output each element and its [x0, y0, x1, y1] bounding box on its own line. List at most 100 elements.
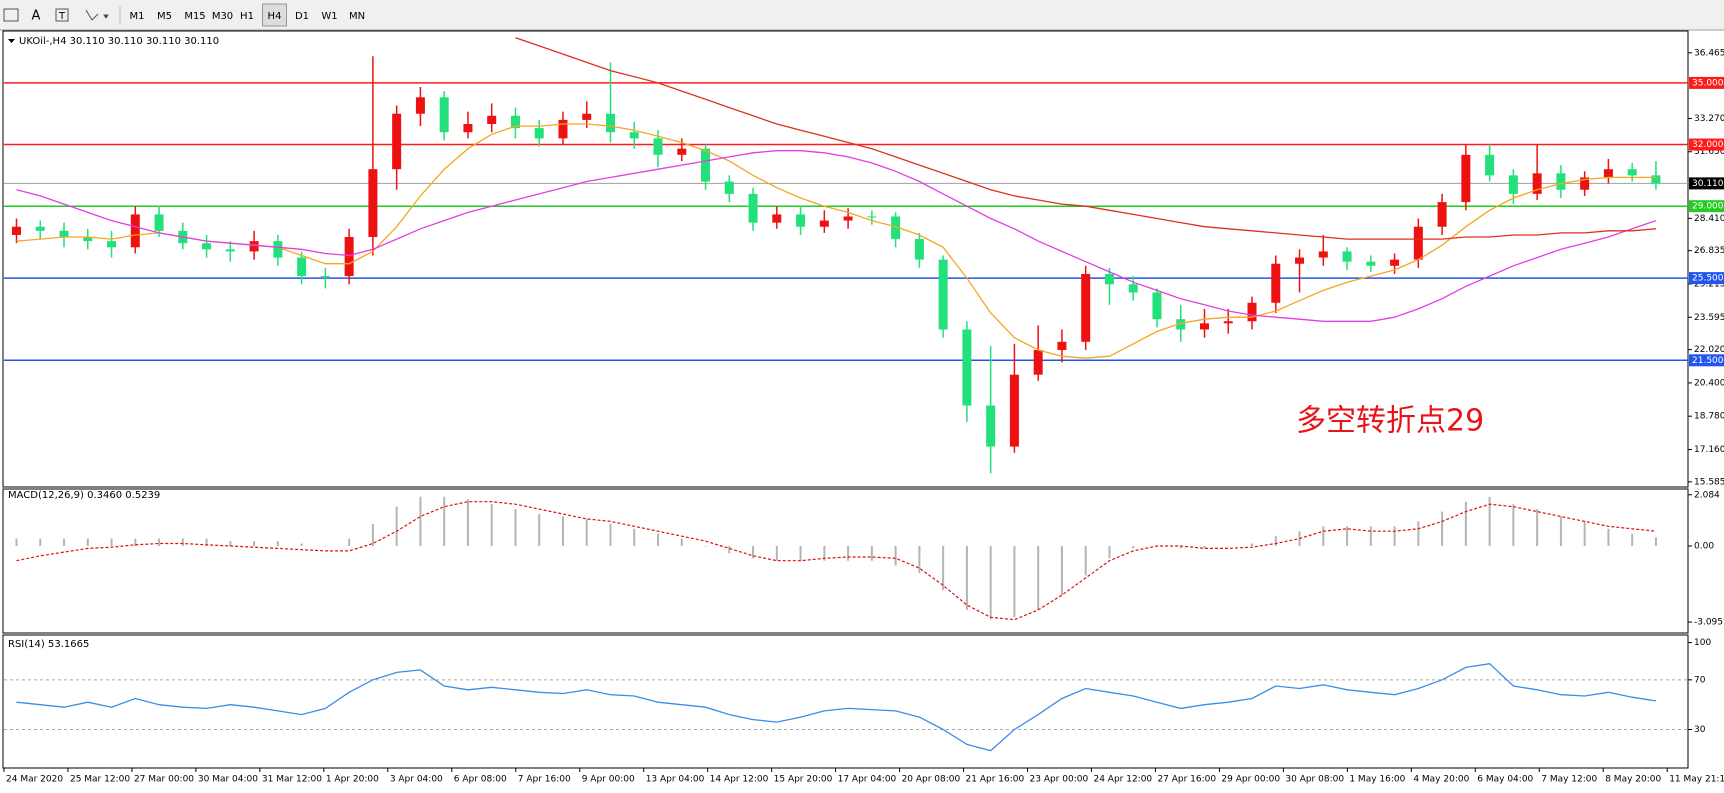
time-label: 25 Mar 12:00	[70, 775, 130, 785]
timeframe-button[interactable]: D1	[295, 11, 309, 22]
candle-body	[819, 220, 829, 227]
macd-bar	[942, 545, 945, 591]
candle-body	[1152, 292, 1162, 320]
macd-bar	[466, 499, 469, 546]
macd-bar	[158, 538, 161, 546]
macd-bar	[205, 538, 208, 546]
time-label: 8 May 20:00	[1605, 775, 1661, 785]
candle-body	[1556, 173, 1566, 190]
timeframe-label: MN	[349, 11, 365, 22]
macd-bar	[86, 538, 89, 546]
timeframe-button[interactable]: W1	[321, 11, 337, 22]
time-label: 9 Apr 00:00	[582, 775, 635, 785]
candle-body	[1295, 257, 1305, 264]
candle-body	[1627, 169, 1637, 176]
timeframe-button[interactable]: M1	[130, 11, 145, 22]
rsi-line	[16, 663, 1657, 752]
svg-text:A: A	[32, 9, 41, 24]
time-label: 15 Apr 20:00	[774, 775, 833, 785]
candle-body	[154, 214, 164, 231]
macd-bar	[395, 506, 398, 546]
candle-body	[249, 241, 259, 252]
candle-body	[439, 97, 449, 133]
candle-body	[938, 259, 948, 330]
time-label: 27 Apr 16:00	[1157, 775, 1216, 785]
indicator-title: MACD(12,26,9) 0.3460 0.5239	[8, 490, 160, 501]
time-label: 4 May 20:00	[1413, 775, 1469, 785]
candle-body	[1580, 177, 1590, 190]
macd-bar	[324, 545, 327, 547]
time-label: 21 Apr 16:00	[966, 775, 1025, 785]
macd-bar	[134, 538, 137, 546]
candle-body	[653, 138, 663, 155]
candle-body	[796, 214, 806, 227]
timeframe-button[interactable]: M30	[212, 11, 233, 22]
candle-body	[368, 169, 378, 238]
macd-bar	[1251, 543, 1254, 546]
time-label: 6 May 04:00	[1477, 775, 1533, 785]
timeframe-button[interactable]: H4	[262, 3, 287, 27]
macd-bar	[1488, 496, 1491, 546]
candle-body	[463, 124, 473, 133]
candle-body	[677, 148, 687, 155]
time-label: 6 Apr 08:00	[454, 775, 507, 785]
y-tick-label: 100	[1694, 638, 1711, 648]
current-price-box	[1689, 177, 1724, 190]
macd-bar	[609, 523, 612, 546]
timeframe-button[interactable]: M5	[157, 11, 172, 22]
level-label: 21.500	[1692, 356, 1724, 366]
indicator-title: RSI(14) 53.1665	[8, 639, 89, 650]
macd-panel	[2, 488, 1689, 634]
y-tick-label: 28.410	[1694, 214, 1724, 224]
candle-body	[83, 237, 93, 242]
candle-body	[1057, 341, 1067, 351]
level-label: 25.500	[1692, 274, 1724, 284]
time-label: 1 May 16:00	[1349, 775, 1405, 785]
macd-bar	[1203, 545, 1206, 549]
symbol-menu-arrow	[8, 39, 15, 43]
macd-bar	[514, 509, 517, 546]
timeframe-button[interactable]: H1	[240, 11, 254, 22]
macd-bar	[110, 538, 113, 546]
macd-bar	[1417, 521, 1420, 546]
macd-bar	[15, 538, 18, 546]
macd-bar	[775, 545, 778, 561]
y-tick-label: 70	[1694, 675, 1706, 685]
time-label: 23 Apr 00:00	[1030, 775, 1089, 785]
candle-body	[344, 237, 354, 277]
macd-bar	[561, 516, 564, 546]
macd-bar	[918, 545, 921, 574]
y-tick-label: 23.595	[1694, 313, 1724, 323]
candle-body	[1366, 261, 1376, 266]
macd-bar	[823, 545, 826, 561]
macd-bar	[1559, 516, 1562, 546]
level-label-box	[1689, 76, 1724, 89]
candle-body	[1176, 319, 1186, 330]
macd-bar	[490, 504, 493, 546]
level-label-box	[1689, 354, 1724, 367]
time-label: 7 May 12:00	[1541, 775, 1597, 785]
macd-bar	[229, 541, 232, 546]
macd-bar	[1346, 526, 1349, 546]
candle-body	[891, 216, 901, 240]
macd-bar	[704, 545, 707, 547]
macd-bar	[633, 528, 636, 546]
macd-bar	[253, 541, 256, 546]
macd-bar	[1536, 509, 1539, 546]
candle-body	[1247, 302, 1257, 322]
timeframe-label: M15	[184, 11, 205, 22]
timeframe-label: M5	[157, 11, 172, 22]
macd-bar	[443, 496, 446, 546]
macd-bar	[1227, 545, 1230, 547]
candle-body	[202, 243, 212, 250]
timeframe-button[interactable]: MN	[349, 11, 365, 22]
candle-body	[986, 405, 996, 447]
time-label: 20 Apr 08:00	[902, 775, 961, 785]
macd-bar	[1084, 545, 1087, 576]
candle-body	[748, 193, 758, 223]
y-tick-label: 17.160	[1694, 445, 1724, 455]
candle-body	[914, 239, 924, 260]
y-tick-label: -3.0957	[1694, 618, 1724, 628]
timeframe-button[interactable]: M15	[184, 11, 205, 22]
level-label-box	[1689, 138, 1724, 151]
